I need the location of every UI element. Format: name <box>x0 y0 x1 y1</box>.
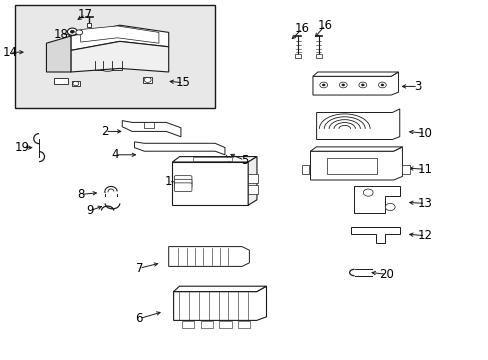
Polygon shape <box>172 157 257 162</box>
Text: 5: 5 <box>240 154 248 167</box>
Bar <box>15 5 215 108</box>
Bar <box>182 321 194 328</box>
Text: 7: 7 <box>135 262 143 275</box>
Polygon shape <box>81 26 159 43</box>
Polygon shape <box>172 162 247 205</box>
Bar <box>237 321 249 328</box>
Text: 12: 12 <box>417 229 432 242</box>
Text: 8: 8 <box>77 188 84 201</box>
Bar <box>143 77 152 83</box>
Bar <box>295 54 301 58</box>
Text: 18: 18 <box>54 28 68 41</box>
Circle shape <box>144 77 151 82</box>
Circle shape <box>361 84 364 86</box>
Bar <box>247 174 258 183</box>
Bar <box>315 54 321 58</box>
Bar <box>326 158 376 174</box>
Text: 3: 3 <box>413 80 421 93</box>
Polygon shape <box>134 142 224 155</box>
Text: 9: 9 <box>86 204 94 217</box>
Text: 13: 13 <box>417 197 432 210</box>
Text: 2: 2 <box>101 125 109 138</box>
Text: 11: 11 <box>417 163 432 176</box>
Text: 14: 14 <box>2 46 17 59</box>
Polygon shape <box>350 227 399 243</box>
Polygon shape <box>71 41 168 72</box>
Circle shape <box>73 81 79 86</box>
Bar <box>200 321 213 328</box>
Text: 16: 16 <box>294 22 309 35</box>
Polygon shape <box>46 36 71 72</box>
Circle shape <box>70 30 74 33</box>
Text: 15: 15 <box>176 76 190 89</box>
Text: 19: 19 <box>15 141 29 154</box>
Polygon shape <box>310 147 402 151</box>
Polygon shape <box>168 247 249 266</box>
Circle shape <box>378 82 386 88</box>
Circle shape <box>339 82 346 88</box>
Polygon shape <box>173 286 266 320</box>
Circle shape <box>358 82 366 88</box>
Text: 1: 1 <box>164 175 172 188</box>
Text: 10: 10 <box>417 127 432 140</box>
Circle shape <box>380 84 383 86</box>
Text: 17: 17 <box>78 8 93 21</box>
Polygon shape <box>316 109 399 139</box>
Bar <box>72 81 80 86</box>
Polygon shape <box>310 147 402 180</box>
Polygon shape <box>71 25 168 50</box>
Text: 6: 6 <box>135 312 143 325</box>
Polygon shape <box>247 157 257 205</box>
Polygon shape <box>312 72 398 95</box>
FancyBboxPatch shape <box>174 179 191 188</box>
Circle shape <box>341 84 344 86</box>
Circle shape <box>385 203 394 211</box>
Bar <box>302 165 308 174</box>
Text: 20: 20 <box>378 268 393 281</box>
Circle shape <box>76 30 82 35</box>
Polygon shape <box>312 72 398 76</box>
Bar <box>247 184 258 194</box>
Bar <box>193 157 232 161</box>
Text: 4: 4 <box>111 148 119 161</box>
Bar <box>87 23 91 27</box>
Bar <box>54 78 68 84</box>
Polygon shape <box>122 121 181 137</box>
Circle shape <box>322 84 325 86</box>
FancyBboxPatch shape <box>174 176 191 184</box>
Text: 16: 16 <box>317 19 332 32</box>
FancyBboxPatch shape <box>174 183 191 192</box>
Bar <box>401 165 408 174</box>
Circle shape <box>319 82 327 88</box>
Polygon shape <box>353 186 399 213</box>
Circle shape <box>363 189 372 196</box>
Polygon shape <box>173 286 266 292</box>
Circle shape <box>67 28 77 35</box>
Bar <box>219 321 231 328</box>
